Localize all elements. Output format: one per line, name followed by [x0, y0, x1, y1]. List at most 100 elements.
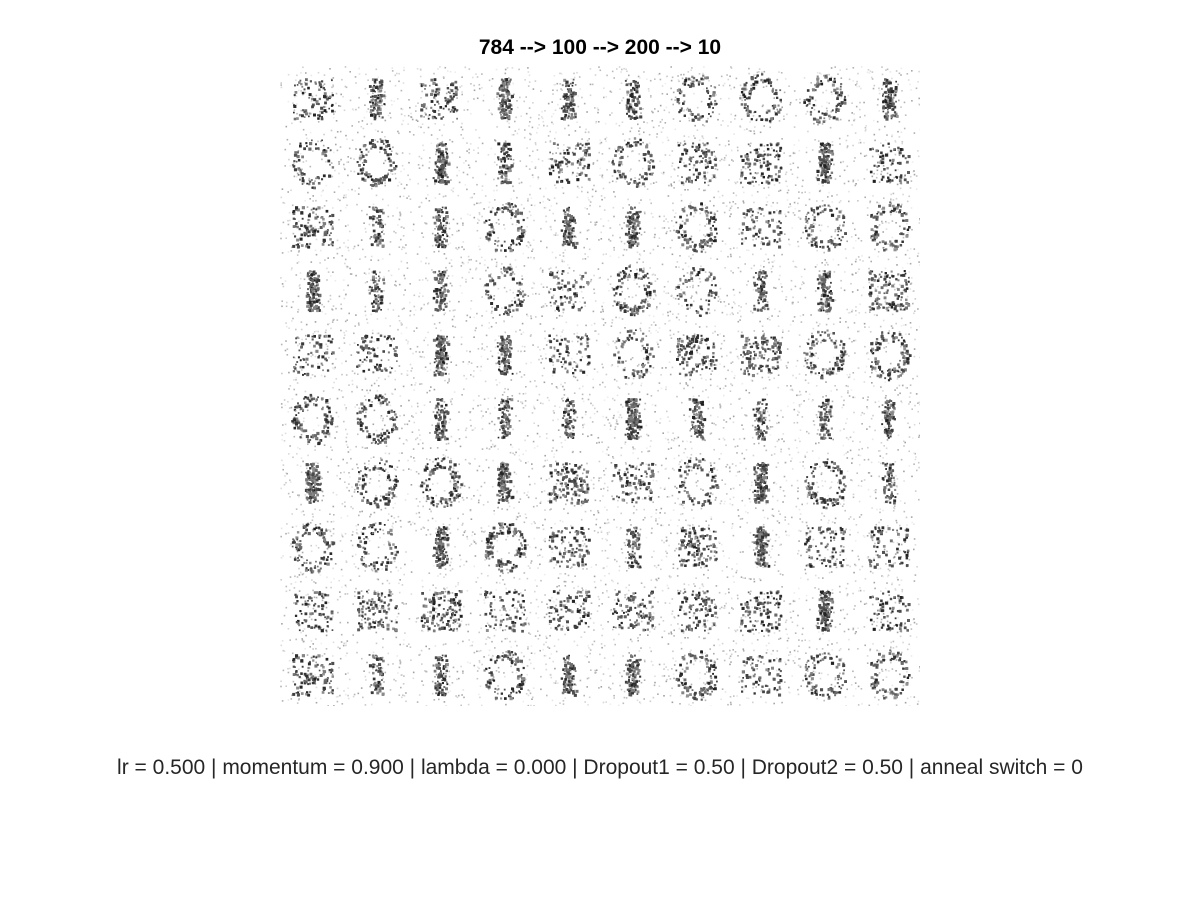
weight-tile: [728, 130, 794, 194]
weight-tile: [601, 322, 664, 387]
weight-tile: [664, 135, 730, 196]
weight-tile: [472, 322, 538, 388]
weight-tile: [344, 66, 410, 131]
weight-tile: [280, 642, 345, 706]
weight-tile: [536, 386, 600, 452]
weight-tile: [280, 514, 344, 580]
weight-tile: [792, 322, 857, 388]
weight-tile: [728, 642, 793, 706]
weight-tile: [665, 516, 729, 579]
weight-tile: [792, 642, 857, 706]
weight-tile: [664, 386, 728, 451]
weight-tile: [537, 322, 601, 388]
weight-tile: [665, 258, 728, 323]
weight-tile: [600, 450, 666, 515]
weight-tile: [665, 642, 729, 706]
weight-tile: [603, 66, 666, 130]
weight-tile: [728, 66, 792, 131]
weight-mosaic: [280, 66, 920, 706]
weight-tile: [729, 323, 792, 387]
weight-tile: [797, 515, 858, 579]
weight-tile: [473, 643, 536, 706]
weight-tile: [536, 130, 601, 195]
weight-tile: [792, 194, 857, 259]
weight-tile: [472, 386, 536, 452]
weight-tile: [664, 451, 729, 516]
hyperparameter-caption: lr = 0.500 | momentum = 0.900 | lambda =…: [117, 756, 1083, 779]
weight-tile: [538, 258, 601, 324]
weight-mosaic-svg: [280, 66, 920, 706]
weight-tile: [728, 194, 793, 258]
weight-tile: [409, 323, 473, 386]
weight-tile: [408, 642, 473, 706]
weight-tile: [665, 194, 729, 260]
weight-tile: [344, 514, 410, 577]
weight-tile: [857, 195, 920, 259]
weight-tile: [473, 451, 537, 516]
weight-tile: [536, 579, 601, 644]
weight-tile: [408, 66, 474, 131]
weight-tile: [600, 195, 666, 259]
weight-tile: [856, 450, 920, 514]
weight-tile: [793, 66, 858, 129]
weight-tile: [664, 323, 729, 388]
weight-tile: [792, 130, 857, 194]
weight-tile: [600, 516, 665, 580]
weight-tile: [792, 258, 857, 324]
weight-tile: [344, 258, 409, 323]
weight-tile: [728, 514, 793, 580]
weight-tile: [408, 194, 473, 260]
weight-tile: [857, 322, 920, 387]
weight-tile: [280, 322, 346, 387]
weight-tile: [792, 388, 856, 452]
weight-tile: [408, 579, 474, 643]
weight-tile: [280, 579, 343, 644]
weight-tile: [856, 66, 920, 131]
weight-tile: [858, 386, 920, 451]
weight-tile: [539, 643, 601, 706]
weight-tile: [473, 258, 537, 324]
weight-tile: [600, 578, 666, 643]
weight-tile: [280, 386, 346, 451]
weight-tile: [408, 454, 473, 515]
weight-tile: [857, 578, 920, 644]
weight-tile: [280, 453, 346, 516]
weight-tile: [600, 130, 665, 193]
weight-tile: [664, 66, 730, 131]
weight-tile: [344, 578, 407, 644]
weight-tile: [728, 450, 794, 515]
weight-tile: [664, 583, 730, 644]
weight-tile: [280, 66, 346, 132]
weight-tile: [345, 322, 409, 388]
weight-tile: [408, 386, 474, 451]
weight-tile: [472, 130, 538, 196]
weight-tile: [600, 643, 666, 706]
weight-tile: [792, 578, 857, 642]
weight-tile: [473, 67, 537, 131]
weight-tile: [408, 516, 474, 578]
weight-tile: [729, 386, 794, 452]
weight-tile: [472, 515, 537, 580]
weight-tile: [857, 130, 920, 196]
weight-tile: [280, 194, 345, 259]
weight-tile: [537, 66, 602, 131]
weight-tile: [344, 130, 409, 195]
weight-tile: [409, 258, 474, 324]
weight-tile: [728, 578, 794, 642]
weight-tile: [536, 514, 602, 579]
weight-tile: [344, 194, 408, 258]
weight-tile: [539, 195, 601, 259]
weight-tile: [345, 386, 409, 451]
weight-tile: [473, 195, 536, 259]
weight-tile: [344, 451, 409, 516]
weight-tile: [856, 258, 920, 322]
weight-tile: [857, 514, 918, 579]
weight-tile: [857, 643, 920, 706]
weight-tile: [344, 642, 408, 706]
weight-tile: [408, 131, 472, 196]
weight-tile: [280, 259, 346, 323]
weight-tile: [728, 258, 794, 323]
weight-tile: [536, 450, 601, 515]
weight-tile: [601, 386, 664, 451]
